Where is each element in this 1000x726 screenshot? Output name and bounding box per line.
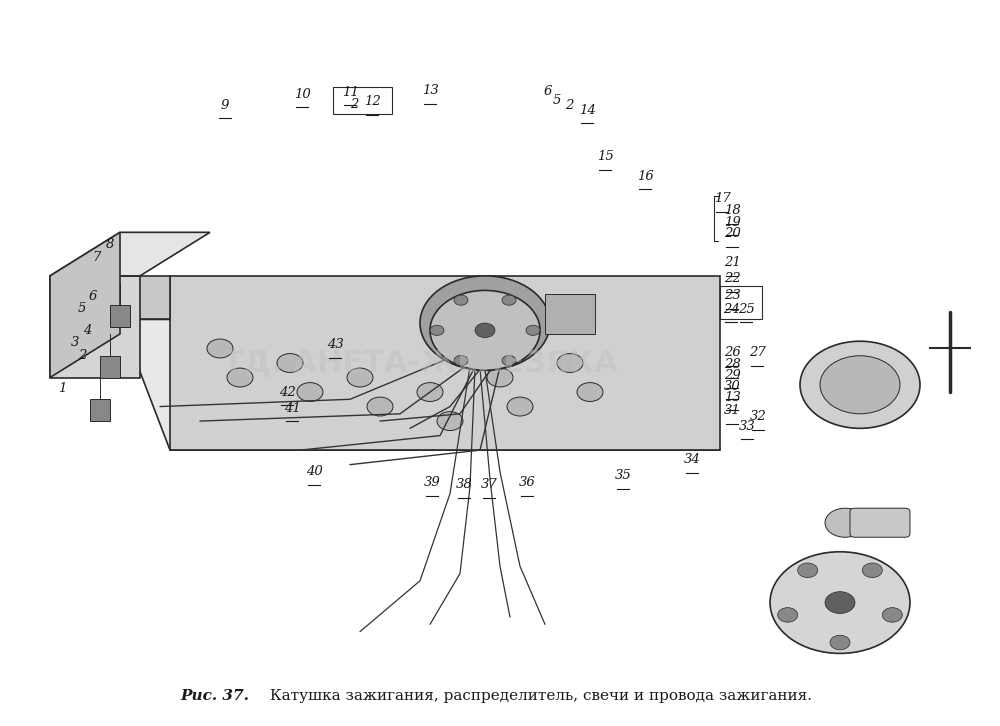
Circle shape: [830, 635, 850, 650]
Circle shape: [454, 356, 468, 366]
Text: 2: 2: [350, 98, 358, 111]
Polygon shape: [545, 294, 595, 334]
Text: 32: 32: [750, 410, 766, 423]
Text: 6: 6: [544, 85, 552, 98]
Text: 10: 10: [294, 88, 310, 101]
Text: 5: 5: [78, 302, 86, 315]
Text: 3: 3: [71, 336, 79, 349]
Circle shape: [430, 325, 444, 335]
Circle shape: [207, 339, 233, 358]
Text: 43: 43: [327, 338, 343, 351]
Text: Катушка зажигания, распределитель, свечи и провода зажигания.: Катушка зажигания, распределитель, свечи…: [265, 688, 812, 703]
Text: 8: 8: [106, 238, 114, 251]
Polygon shape: [110, 305, 130, 327]
Circle shape: [347, 368, 373, 387]
Text: ТД. АНЕТА-ЖЕЛЕЗЯКА: ТД. АНЕТА-ЖЕЛЕЗЯКА: [223, 348, 617, 378]
Text: 39: 39: [424, 476, 440, 489]
Circle shape: [487, 368, 513, 387]
Polygon shape: [100, 356, 120, 378]
Polygon shape: [50, 276, 140, 378]
Text: 2: 2: [565, 99, 573, 112]
Circle shape: [367, 397, 393, 416]
Text: 42: 42: [279, 386, 295, 399]
Text: 30: 30: [724, 380, 740, 393]
Circle shape: [820, 356, 900, 414]
Text: 35: 35: [615, 469, 631, 482]
Text: 18: 18: [724, 204, 740, 217]
Text: 19: 19: [724, 216, 740, 229]
Text: 23: 23: [724, 289, 740, 302]
Circle shape: [577, 383, 603, 401]
Text: 13: 13: [422, 84, 438, 97]
Circle shape: [437, 412, 463, 431]
Text: 7: 7: [93, 251, 101, 264]
Circle shape: [297, 383, 323, 401]
Text: 20: 20: [724, 227, 740, 240]
Text: 4: 4: [83, 324, 91, 337]
Text: 29: 29: [724, 369, 740, 382]
Circle shape: [882, 608, 902, 622]
Text: 2: 2: [78, 349, 86, 362]
Circle shape: [526, 325, 540, 335]
Polygon shape: [50, 232, 120, 378]
Circle shape: [770, 552, 910, 653]
Text: 33: 33: [739, 420, 755, 433]
Text: 6: 6: [89, 290, 97, 303]
Text: 16: 16: [637, 170, 653, 183]
Text: 36: 36: [519, 476, 535, 489]
Circle shape: [430, 290, 540, 370]
Text: 28: 28: [724, 358, 740, 371]
Text: 22: 22: [724, 272, 740, 285]
Polygon shape: [90, 399, 110, 421]
Circle shape: [475, 323, 495, 338]
Circle shape: [502, 356, 516, 366]
Text: 34: 34: [684, 453, 700, 466]
Text: 17: 17: [714, 192, 730, 205]
Text: Рис. 37.: Рис. 37.: [180, 688, 249, 703]
Circle shape: [420, 276, 550, 370]
Text: 5: 5: [553, 94, 561, 107]
Circle shape: [277, 354, 303, 372]
Text: 1: 1: [58, 382, 66, 395]
Circle shape: [862, 563, 882, 578]
Circle shape: [502, 295, 516, 305]
Text: 25: 25: [738, 303, 754, 316]
Text: 27: 27: [749, 346, 765, 359]
Circle shape: [798, 563, 818, 578]
Polygon shape: [120, 276, 170, 319]
Circle shape: [825, 592, 855, 613]
Polygon shape: [170, 276, 720, 450]
Circle shape: [417, 383, 443, 401]
Circle shape: [778, 608, 798, 622]
Text: 14: 14: [579, 104, 595, 117]
Text: 38: 38: [456, 478, 472, 492]
Text: 11: 11: [342, 86, 358, 99]
Text: 24: 24: [723, 303, 739, 316]
Text: 41: 41: [284, 401, 300, 415]
Circle shape: [454, 295, 468, 305]
Text: 31: 31: [724, 404, 740, 417]
Circle shape: [825, 508, 865, 537]
Text: 21: 21: [724, 256, 740, 269]
Text: 9: 9: [221, 99, 229, 112]
Text: 26: 26: [724, 346, 740, 359]
Circle shape: [557, 354, 583, 372]
Polygon shape: [120, 319, 720, 450]
Text: 40: 40: [306, 465, 322, 478]
Circle shape: [507, 397, 533, 416]
Text: 37: 37: [481, 478, 497, 492]
Circle shape: [227, 368, 253, 387]
Text: 15: 15: [597, 150, 613, 163]
FancyBboxPatch shape: [850, 508, 910, 537]
Text: 13: 13: [724, 391, 740, 404]
Circle shape: [800, 341, 920, 428]
Text: 12: 12: [364, 95, 380, 108]
Polygon shape: [50, 232, 210, 276]
